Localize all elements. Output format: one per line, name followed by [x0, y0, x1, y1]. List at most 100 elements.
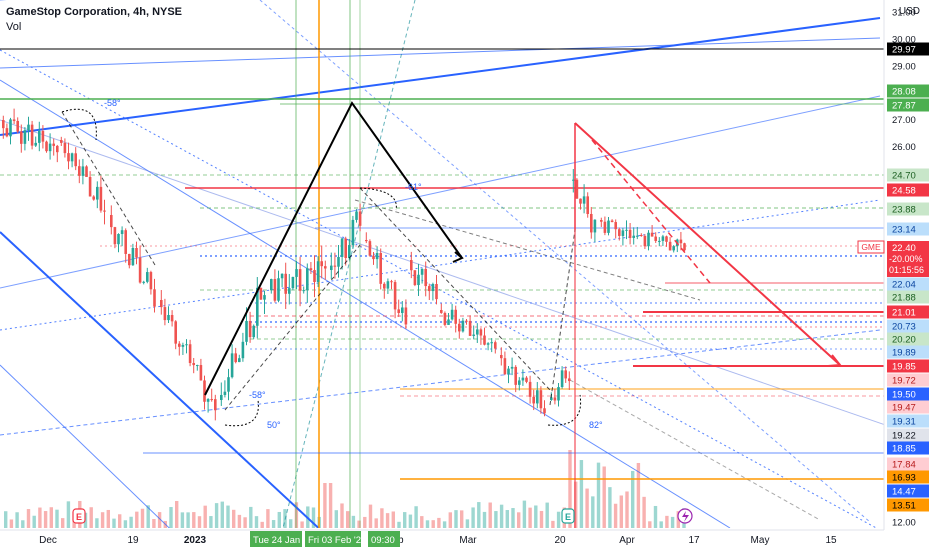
volume-bar [55, 509, 59, 528]
candle [450, 309, 454, 320]
y-tick-label: 30.00 [892, 35, 916, 46]
x-tick-label: 15 [825, 535, 837, 546]
volume-bar [346, 511, 350, 528]
candle [435, 283, 438, 300]
fan-dashed-1 [61, 111, 156, 266]
volume-bar [146, 505, 150, 528]
volume-bar [192, 512, 196, 528]
candle [252, 325, 255, 338]
candle [38, 131, 41, 143]
volume-label[interactable]: Vol [6, 21, 22, 33]
fan-dashed-4 [549, 229, 576, 406]
volume-bar [499, 504, 504, 528]
volume-bar [277, 511, 281, 528]
candle [192, 363, 195, 366]
price-tag-box [887, 222, 929, 236]
candle [273, 279, 277, 301]
volume-bar [619, 495, 623, 528]
volume-bar [568, 450, 572, 528]
price-tag: 19.22 [887, 428, 929, 442]
candle [348, 245, 351, 258]
volume-bar [95, 518, 99, 528]
candle [2, 120, 5, 129]
candle [661, 236, 665, 241]
candle [96, 186, 99, 200]
candle [330, 265, 333, 270]
candle [45, 141, 48, 152]
candle [368, 241, 372, 256]
volume-bar [249, 506, 253, 528]
candle [654, 236, 657, 241]
candle [74, 153, 77, 167]
candle [245, 320, 248, 342]
candle [397, 309, 400, 313]
y-tick-label: 26.00 [892, 142, 916, 153]
candle [600, 220, 603, 222]
price-tag: 19.85 [887, 359, 929, 373]
volume-bar [556, 511, 561, 528]
price-tag: 19.31 [887, 414, 929, 428]
candle [553, 397, 557, 401]
symbol-title[interactable]: GameStop Corporation, 4h, NYSE [6, 6, 183, 18]
volume-bar [328, 483, 333, 528]
candle [288, 288, 291, 294]
volume-bar [260, 521, 264, 528]
red-proj-dashed [591, 139, 711, 284]
candle [365, 240, 368, 242]
candle [420, 268, 424, 275]
candle [85, 166, 88, 178]
candle [590, 213, 593, 233]
candle [557, 387, 560, 401]
candle [214, 399, 217, 411]
volume-bar [123, 520, 128, 528]
volume-bar [659, 521, 663, 528]
candle [525, 377, 528, 382]
trendline-blue-mid [0, 95, 881, 289]
price-tag: 19.47 [887, 400, 929, 414]
price-tag: 27.87 [887, 98, 929, 112]
candle [99, 186, 103, 211]
candle [632, 235, 635, 238]
currency-label: USD [898, 6, 920, 17]
volume-bar [135, 511, 139, 528]
volume-bar [9, 519, 14, 528]
price-tag-box [887, 168, 929, 182]
price-tag-value: 27.87 [892, 101, 916, 112]
candle [259, 287, 263, 300]
volume-bar [368, 504, 373, 528]
candle [575, 179, 579, 199]
candle [146, 272, 149, 282]
candle [167, 314, 170, 321]
angle-label: 82° [589, 420, 603, 430]
price-tag-value: 19.50 [892, 390, 916, 401]
volume-bar [425, 520, 430, 528]
lightning-icon [682, 511, 689, 522]
price-tag-value: 14.47 [892, 487, 916, 498]
crosshair-time-label: 09:30 [368, 531, 400, 547]
candle [203, 380, 206, 402]
volume-bar [89, 507, 93, 528]
volume-bar [420, 516, 424, 528]
candle [390, 281, 393, 283]
candle [324, 266, 327, 269]
volume-bar [391, 511, 395, 528]
candle [5, 128, 9, 137]
zigzag-arrow [204, 101, 463, 396]
price-tag-value: 22.04 [892, 280, 916, 291]
price-tag-value: 29.97 [892, 45, 916, 56]
x-tick-label: May [751, 535, 770, 546]
trendline-blue-down-2 [0, 119, 884, 426]
price-tag: 16.93 [887, 470, 929, 484]
y-tick-label: 12.00 [892, 518, 916, 529]
candle [320, 261, 323, 267]
volume-bar [608, 487, 612, 528]
candle [88, 177, 92, 197]
volume-bar [385, 513, 390, 528]
price-tag-value: 23.88 [892, 205, 916, 216]
candle [550, 397, 553, 400]
crosshair-time-label: Tue 24 Jan '23 [250, 531, 315, 547]
candle [344, 238, 347, 258]
price-tag: 18.85 [887, 441, 929, 455]
earnings-marker-label: E [76, 512, 82, 522]
